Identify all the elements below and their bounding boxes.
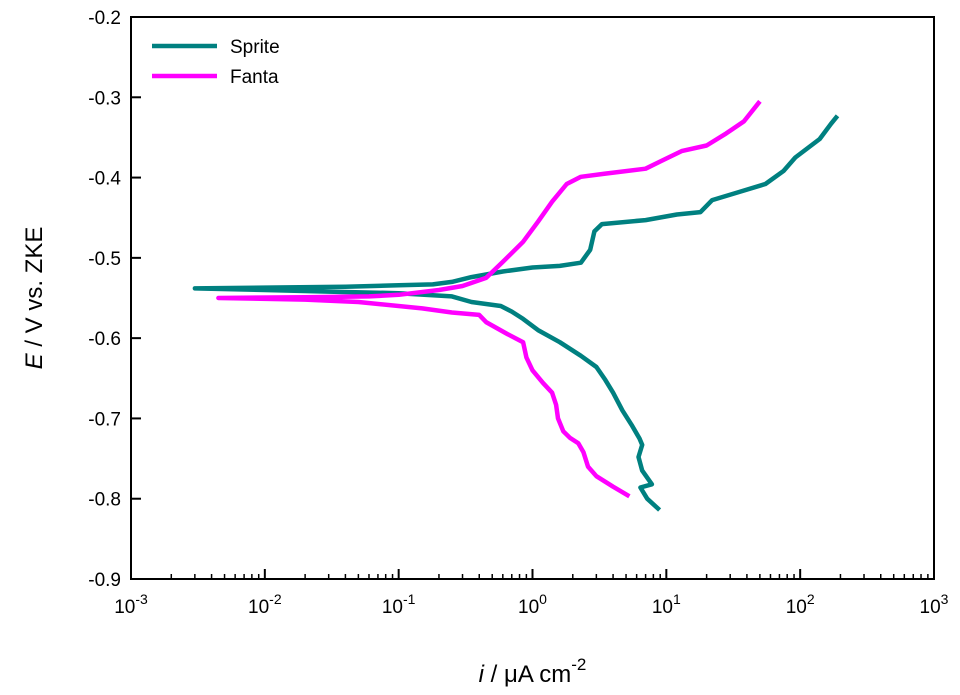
x-tick-label: 10-1 <box>382 591 416 618</box>
x-tick-label: 101 <box>652 591 681 618</box>
legend: Sprite Fanta <box>152 37 280 88</box>
y-axis-title: E / V vs. ZKE <box>21 227 48 370</box>
legend-label-sprite: Sprite <box>230 37 280 58</box>
y-tick-label: -0.4 <box>88 169 121 190</box>
y-tick-label: -0.5 <box>88 249 121 270</box>
x-tick-label: 100 <box>518 591 547 618</box>
x-tick-label: 102 <box>786 591 815 618</box>
y-tick-label: -0.8 <box>88 490 121 511</box>
y-tick-label: -0.3 <box>88 88 121 109</box>
y-tick-label: -0.6 <box>88 329 121 350</box>
series-line-sprite <box>192 114 840 512</box>
x-axis-title: i / μA cm-2 <box>479 655 587 688</box>
y-tick-label: -0.7 <box>88 409 121 430</box>
plot-frame <box>130 16 935 580</box>
y-tick-label: -0.2 <box>88 8 121 29</box>
x-tick-label: 103 <box>920 591 949 618</box>
legend-label-fanta: Fanta <box>230 67 279 88</box>
y-tick-label: -0.9 <box>88 570 121 591</box>
x-tick-label: 10-3 <box>114 591 148 618</box>
series-line-fanta <box>216 99 762 499</box>
x-tick-label: 10-2 <box>248 591 282 618</box>
